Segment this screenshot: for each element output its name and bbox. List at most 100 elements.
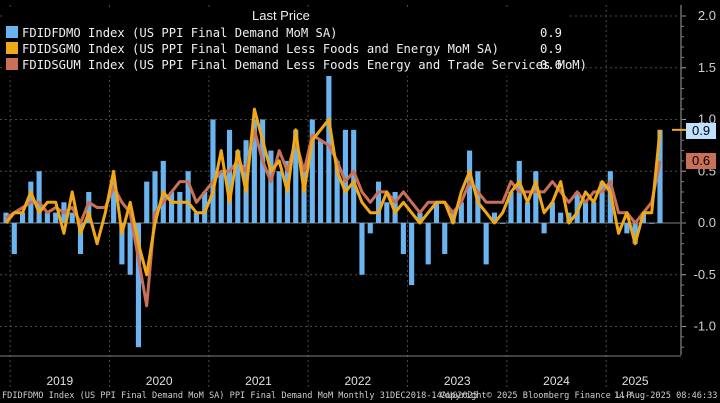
- bar-2024-09: [574, 191, 580, 223]
- bar-2022-07: [359, 223, 365, 275]
- bar-2024-07: [558, 212, 564, 223]
- bar-2020-09: [177, 191, 183, 223]
- bar-2020-06: [152, 171, 158, 223]
- bar-2024-10: [582, 202, 589, 223]
- bar-2021-07: [260, 119, 266, 223]
- bar-2020-03: [127, 223, 133, 275]
- y-tick-label: 0.0: [698, 215, 716, 230]
- bar-2020-05: [144, 181, 150, 223]
- bar-2019-09: [77, 223, 84, 255]
- bar-2025-07: [657, 129, 663, 223]
- bar-2023-05: [442, 223, 448, 255]
- y-tick-label: 1.0: [698, 112, 716, 127]
- legend-swatch: [6, 58, 18, 70]
- bar-2021-02: [218, 171, 224, 223]
- bar-2022-09: [375, 181, 382, 223]
- bar-2020-08: [169, 191, 175, 223]
- x-tick-label-2019: 2019: [46, 374, 73, 388]
- legend-swatch: [6, 26, 18, 38]
- bar-2024-05: [541, 223, 547, 234]
- x-tick-label-2022: 2022: [344, 374, 371, 388]
- legend-label: FDIDSGUM Index (US PPI Final Demand Less…: [22, 58, 587, 72]
- bar-2022-04: [334, 160, 340, 223]
- legend-entry-ppi-less-food-energy-trade: FDIDSGUM Index (US PPI Final Demand Less…: [6, 58, 587, 74]
- y-tick-label: -0.5: [694, 267, 716, 282]
- bar-2019-04: [36, 171, 42, 223]
- bar-2025-06: [649, 223, 655, 224]
- bar-2020-11: [193, 212, 199, 223]
- bar-2018-12: [3, 212, 9, 223]
- footer-bar: FDIDFDMO Index (US PPI Final Demand MoM …: [0, 390, 720, 403]
- last-value-tag-brown: 0.6: [686, 153, 717, 169]
- bar-2019-06: [53, 212, 59, 223]
- bar-2021-04: [235, 150, 241, 223]
- legend-label: FDIDFDMO Index (US PPI Final Demand MoM …: [22, 26, 338, 40]
- bar-2022-03: [326, 57, 332, 224]
- bar-2020-10: [185, 171, 191, 223]
- bar-2019-11: [94, 223, 100, 224]
- bar-2023-07: [458, 202, 464, 223]
- x-tick-label-2021: 2021: [245, 374, 272, 388]
- bar-2022-02: [318, 140, 324, 223]
- bar-2023-03: [425, 223, 431, 265]
- bar-2022-11: [392, 191, 398, 223]
- legend-last-value: 0.6: [539, 58, 562, 72]
- bar-2023-01: [409, 223, 415, 286]
- bar-2020-02: [119, 223, 125, 265]
- y-tick-label: 2.0: [698, 8, 716, 23]
- bar-2019-08: [69, 212, 75, 223]
- bar-2025-03: [624, 223, 630, 234]
- bar-2024-11: [591, 202, 597, 223]
- y-tick-label: -1.0: [694, 319, 716, 334]
- legend-last-value: 0.9: [539, 42, 562, 56]
- bar-2022-06: [351, 129, 357, 223]
- legend-last-value: 0.9: [539, 26, 562, 40]
- bar-2025-04: [632, 223, 638, 244]
- bar-2019-10: [86, 191, 92, 223]
- x-tick-label-2024: 2024: [543, 374, 570, 388]
- bar-2019-02: [19, 212, 26, 223]
- bar-2024-01: [508, 191, 514, 223]
- legend-swatch: [6, 42, 18, 54]
- bar-2022-01: [309, 119, 315, 223]
- bar-2022-05: [342, 129, 348, 223]
- bar-2020-12: [202, 191, 208, 223]
- bar-2021-11: [293, 129, 299, 223]
- bar-2024-12: [599, 181, 605, 223]
- footer-timestamp: 14-Aug-2025 08:46:33: [614, 391, 718, 401]
- legend-label: FDIDSGMO Index (US PPI Final Demand Less…: [22, 42, 499, 56]
- bar-2021-08: [268, 150, 274, 223]
- bar-2024-06: [549, 202, 555, 223]
- legend-title: Last Price: [252, 8, 310, 23]
- bar-2021-12: [301, 171, 307, 223]
- legend-entry-ppi-final-demand: FDIDFDMO Index (US PPI Final Demand MoM …: [6, 26, 566, 42]
- bar-2024-03: [524, 202, 531, 223]
- bar-2023-08: [467, 150, 473, 223]
- bar-2023-02: [417, 212, 423, 223]
- bar-2022-10: [384, 202, 390, 223]
- bar-2025-02: [616, 223, 622, 224]
- bar-2020-01: [111, 181, 117, 223]
- bar-2024-04: [533, 171, 539, 223]
- bar-2019-05: [44, 212, 50, 223]
- bar-2023-11: [491, 212, 497, 223]
- last-value-tag-blue: 0.9: [686, 123, 717, 139]
- legend-entry-ppi-less-food-energy: FDIDSGMO Index (US PPI Final Demand Less…: [6, 42, 566, 58]
- bar-2021-03: [226, 129, 233, 223]
- bar-2021-09: [276, 171, 282, 223]
- bar-2023-12: [500, 223, 506, 224]
- footer-left: FDIDFDMO Index (US PPI Final Demand MoM …: [2, 391, 478, 401]
- bar-2023-04: [433, 202, 440, 223]
- x-tick-label-2023: 2023: [444, 374, 471, 388]
- bar-2022-12: [400, 223, 406, 255]
- bar-2019-01: [11, 223, 17, 255]
- series-line-core-less-food-energy: [4, 107, 662, 277]
- legend: Last Price FDIDFDMO Index (US PPI Final …: [2, 8, 587, 76]
- x-tick-label-2025: 2025: [622, 374, 649, 388]
- y-tick-label: 1.5: [698, 60, 716, 75]
- bar-2020-04: [135, 223, 142, 348]
- bar-2021-01: [210, 119, 216, 223]
- bar-2021-06: [251, 119, 257, 223]
